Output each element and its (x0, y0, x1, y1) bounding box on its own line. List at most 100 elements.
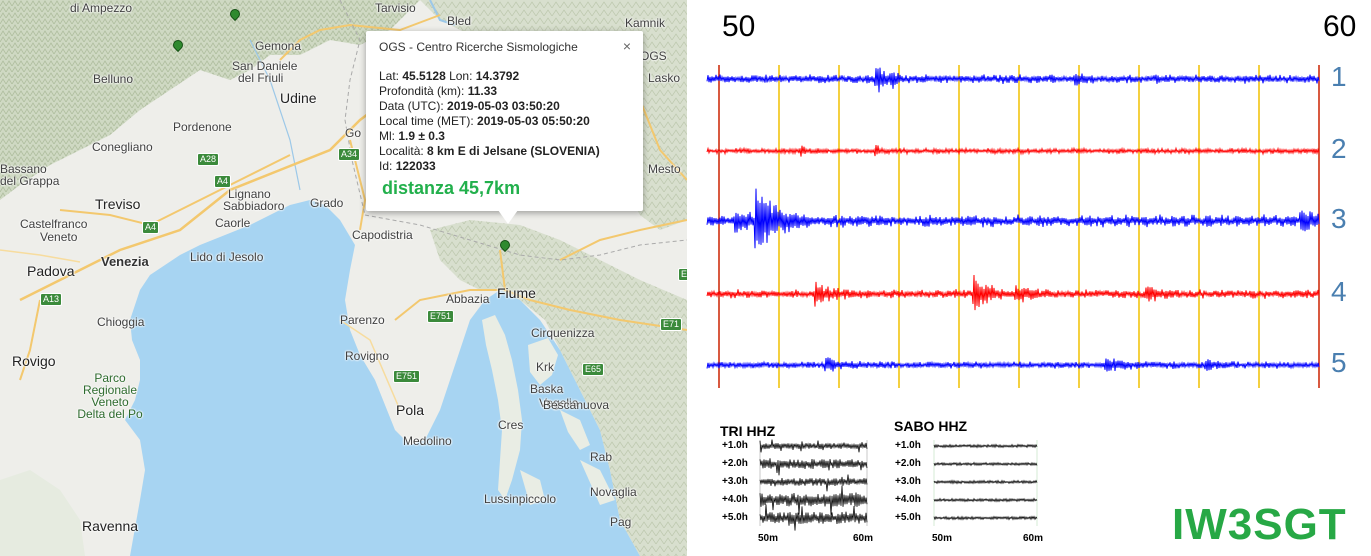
seismogram-panel: 50 60 1 2 3 4 5 TRI HHZ SABO HHZ +1.0h +2.0h +… (687, 0, 1371, 556)
channel-number-label: 4 (1331, 276, 1347, 307)
map-place-label: Udine (280, 90, 317, 106)
park-label: Parco Regionale Veneto Delta del Po (77, 371, 143, 421)
time-start-label: 50 (722, 10, 756, 43)
depth-label: Profondità (km): (379, 84, 468, 98)
map-place-label: Bled (447, 14, 472, 28)
hour-offset-label: +4.0h (895, 494, 921, 505)
distance-text: distanza 45,7km (382, 178, 521, 198)
map-place-label: Baska (530, 382, 564, 396)
map-place-label: Krk (536, 360, 554, 374)
minute-axis-label: 50m (758, 533, 779, 544)
thumb-tri-title: TRI HHZ (720, 423, 776, 439)
ml-label: Ml: (379, 129, 399, 143)
thumbnail-trace (933, 497, 1038, 503)
map-place-label: Lussinpiccolo (484, 492, 557, 506)
location-label: Località: (379, 144, 428, 158)
lon-label: Lon: (445, 69, 476, 83)
map-place-label: Pag (610, 515, 632, 529)
map-place-label: Grado (310, 196, 344, 210)
map-place-label: Novaglia (590, 485, 637, 499)
hour-offset-label: +5.0h (895, 512, 921, 523)
close-icon[interactable]: × (622, 38, 631, 54)
depth-value: 11.33 (467, 84, 498, 98)
seismogram-plot (706, 65, 1320, 531)
thumbnail-trace (759, 485, 868, 515)
met-value: 2019-05-03 05:50:20 (477, 114, 590, 128)
thumbnail-trace (759, 474, 868, 492)
road-shield: E65 (582, 363, 605, 376)
hour-offset-label: +1.0h (895, 440, 921, 451)
road-shield: E71 (660, 318, 683, 331)
popup-title: OGS - Centro Ricerche Sismologiche (379, 40, 578, 54)
map-place-label: Venezia (101, 254, 149, 269)
map-place-label: Padova (27, 263, 75, 279)
time-end-label: 60 (1323, 10, 1357, 43)
seismogram-trace-2 (706, 144, 1320, 157)
map-place-label: Abbazia (446, 292, 490, 306)
map-place-label: Vegelia (539, 396, 579, 410)
map-place-label: Pordenone (173, 120, 232, 134)
map-place-label: Conegliano (92, 140, 153, 154)
hour-offset-label: +5.0h (722, 512, 748, 523)
thumbnail-trace (759, 458, 868, 476)
road-shield: A34 (338, 148, 361, 161)
road-shield: A4 (142, 221, 160, 234)
map-place-label: Lasko (648, 71, 681, 85)
map-place-label: Cres (498, 418, 524, 432)
thumbnail-trace (759, 504, 868, 531)
id-label: Id: (379, 159, 396, 173)
map-place-label: Chioggia (97, 315, 145, 329)
map-place-label: OGS (640, 49, 667, 63)
map-place-label: Gemona (255, 39, 302, 53)
hour-offset-label: +2.0h (895, 458, 921, 469)
coordinates-row: Lat: 45.5128 Lon: 14.3792 (379, 69, 600, 84)
map-place-label: Capodistria (352, 228, 413, 242)
map-place-label: Belluno (93, 72, 134, 86)
event-info-popup: OGS - Centro Ricerche Sismologiche × Lat… (366, 31, 643, 211)
thumbnail-trace (933, 443, 1038, 449)
map-place-label: Sabbiadoro (223, 199, 285, 213)
hour-offset-label: +3.0h (895, 476, 921, 487)
road-shield: A4 (214, 175, 232, 188)
hour-offset-label: +4.0h (722, 494, 748, 505)
map-place-label: Castelfranco (20, 217, 88, 231)
location-row: Località: 8 km E di Jelsane (SLOVENIA) (379, 144, 600, 159)
minute-axis-label: 60m (853, 533, 874, 544)
hour-offset-label: +2.0h (722, 458, 748, 469)
channel-number-label: 2 (1331, 133, 1347, 164)
popup-pointer (498, 210, 518, 224)
channel-number-label: 5 (1331, 347, 1347, 378)
map-place-label: Ravenna (82, 518, 139, 534)
map-place-label: Medolino (403, 434, 452, 448)
map-panel[interactable]: di Ampezzo Tarvisio Bled Kamnik Gemona San Da… (0, 0, 687, 556)
hour-offset-label: +3.0h (722, 476, 748, 487)
road-shield: E751 (393, 370, 421, 383)
road-shield: E751 (427, 310, 455, 323)
map-place-label: Rovigno (345, 349, 390, 363)
channel-number-label: 1 (1331, 61, 1347, 92)
map-place-label: Fiume (497, 285, 536, 301)
seismogram-trace-5 (706, 357, 1320, 372)
lon-value: 14.3792 (475, 69, 520, 83)
map-place-label: Lignano (228, 187, 271, 201)
minute-axis-label: 50m (932, 533, 953, 544)
id-row: Id: 122033 (379, 159, 600, 174)
road-shield: E6 (678, 268, 687, 281)
thumbnail-trace (933, 515, 1038, 521)
magnitude-row: Ml: 1.9 ± 0.3 (379, 129, 600, 144)
minute-axis-label: 60m (1023, 533, 1044, 544)
map-place-label: Treviso (95, 196, 141, 212)
popup-details: Lat: 45.5128 Lon: 14.3792 Profondità (km… (379, 69, 600, 174)
utc-row: Data (UTC): 2019-05-03 03:50:20 (379, 99, 600, 114)
utc-label: Data (UTC): (379, 99, 448, 113)
thumbnail-trace (933, 461, 1038, 467)
map-place-label: Kamnik (625, 16, 666, 30)
map-place-label: Rab (590, 450, 613, 464)
thumbnail-trace (933, 479, 1038, 485)
thumbnail-trace (759, 439, 868, 453)
met-row: Local time (MET): 2019-05-03 05:50:20 (379, 114, 600, 129)
map-place-label: Bassano (0, 162, 47, 176)
depth-row: Profondità (km): 11.33 (379, 84, 600, 99)
map-place-label: Cirquenizza (531, 326, 595, 340)
map-place-label: Veneto (40, 230, 78, 244)
